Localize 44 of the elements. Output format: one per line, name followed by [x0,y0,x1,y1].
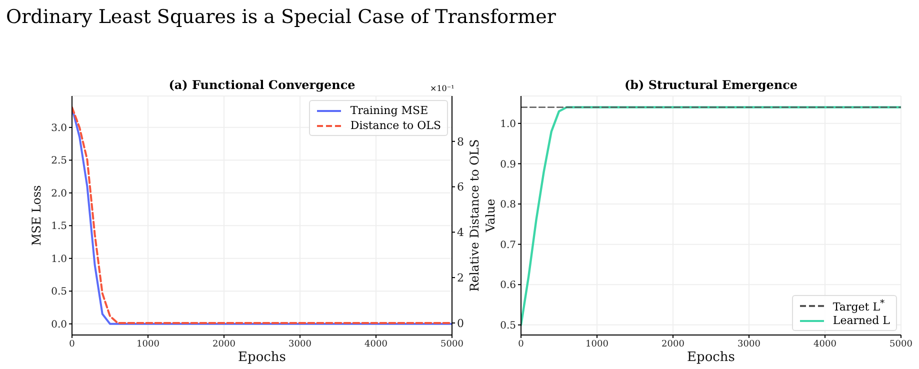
x-tick-label: 3000 [288,339,312,350]
y-tick-label: 1.5 [51,221,67,232]
y-tick-label: 0.5 [500,320,516,332]
y-tick-label: 0.9 [500,159,516,170]
y-tick-label: 0.7 [500,240,516,251]
x-tick-label: 4000 [364,339,388,350]
line-series [521,106,901,326]
legend-label: Target L$^{*}$ [832,298,885,314]
x-tick-label: 0 [518,339,524,350]
y2-tick-label: 8 [457,135,464,148]
y-tick-label: 0.5 [51,286,67,298]
legend-label: Training MSE [350,104,428,117]
y-tick-label: 3.0 [51,122,67,134]
x-tick-label: 2000 [212,339,236,350]
y2-tick-label: 0 [457,316,464,330]
y2-tick-label: 2 [457,271,464,284]
x-tick-label: 5000 [440,339,464,350]
x-tick-label: 2000 [662,339,685,350]
x-tick-label: 5000 [890,339,913,350]
y2-tick-label: 4 [457,226,464,240]
x-axis-title: Epochs [238,350,286,365]
y-tick-label: 2.0 [51,188,67,200]
legend-label: Distance to OLS [350,119,441,132]
x-tick-label: 3000 [738,339,761,350]
text: Ordinary Least Squares is a Special Case of Transformer [6,6,556,28]
chart-title: (b) Structural Emergence [623,78,799,92]
legend-label: Learned L [832,314,890,327]
y-tick-label: 0.8 [500,200,516,211]
y-tick-label: 1.0 [500,118,516,130]
y2-axis-title: Relative Distance to OLS [467,139,482,292]
x-tick-label: 1000 [586,339,609,350]
y-tick-label: 2.5 [51,156,67,167]
y-tick-label: 0.0 [51,319,67,330]
y2-tick-label: 6 [457,180,464,194]
x-tick-label: 1000 [136,339,160,350]
y-tick-label: 0.6 [500,280,516,292]
chart-title: (a) Functional Convergence [168,78,356,92]
x-axis-title: Epochs [687,350,735,365]
y-tick-label: 1.0 [51,254,67,265]
x-tick-label: 0 [69,339,76,350]
text: ×10⁻¹ [430,84,454,93]
y-axis-title: Value [483,198,498,234]
y-axis-title: MSE Loss [29,185,44,246]
x-tick-label: 4000 [814,339,837,350]
